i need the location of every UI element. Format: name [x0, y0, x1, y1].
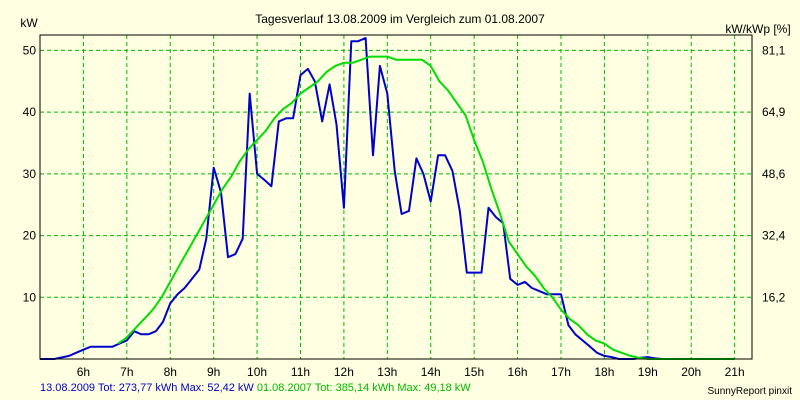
x-tick-label: 16h [508, 365, 528, 379]
chart-footer: 13.08.2009 Tot: 273,77 kWh Max: 52,42 kW… [40, 382, 471, 394]
y-tick-label-right: 64,9 [762, 105, 786, 119]
legend-2007: 01.08.2007 Tot: 385,14 kWh Max: 49,18 kW [256, 382, 471, 394]
x-tick-label: 18h [594, 365, 614, 379]
series-lines [40, 37, 735, 360]
x-tick-label: 15h [464, 365, 484, 379]
x-tick-label: 8h [164, 365, 177, 379]
x-tick-label: 21h [725, 365, 745, 379]
x-tick-labels: 6h 7h 8h 9h 10h 11h 12h 13h 14h 15h 16h 17h 18h 19h 20… [77, 365, 745, 379]
x-tick-label: 6h [77, 365, 90, 379]
x-tick-label: 9h [207, 365, 220, 379]
series-line-2007 [117, 55, 735, 360]
plot-area-border [39, 34, 753, 360]
x-tick-label: 11h [291, 365, 310, 379]
y-tick-label-left: 10 [23, 290, 37, 304]
x-tick-label: 14h [421, 365, 441, 379]
y-axis-left-label: kW [20, 16, 38, 30]
y-tick-labels-left: 10 20 30 40 50 [23, 43, 37, 304]
y-tick-label-right: 32,4 [762, 229, 786, 243]
x-tick-label: 17h [551, 365, 571, 379]
x-tick-label: 20h [681, 365, 701, 379]
y-tick-label-right: 16,2 [762, 290, 786, 304]
x-tick-label: 10h [247, 365, 267, 379]
y-tick-label-left: 20 [23, 229, 37, 243]
y-tick-label-left: 50 [23, 43, 37, 57]
grid-lines [40, 35, 752, 359]
series-line-2009 [40, 37, 684, 360]
y-axis-right-label: kW/kWp [%] [725, 22, 790, 36]
y-tick-label-right: 81,1 [762, 43, 786, 57]
y-tick-labels-right: 16,2 32,4 48,6 64,9 81,1 [762, 43, 786, 304]
legend-2009: 13.08.2009 Tot: 273,77 kWh Max: 52,42 kW [40, 382, 254, 394]
y-tick-label-left: 40 [23, 105, 37, 119]
x-tick-label: 7h [120, 365, 133, 379]
y-tick-label-left: 30 [23, 167, 37, 181]
x-tick-label: 13h [377, 365, 397, 379]
credit-text: SunnyReport pinxit [707, 386, 793, 397]
x-tick-label: 12h [334, 365, 354, 379]
y-tick-label-right: 48,6 [762, 167, 786, 181]
chart-title: Tagesverlauf 13.08.2009 im Vergleich zum… [255, 12, 545, 26]
x-tick-label: 19h [638, 365, 658, 379]
